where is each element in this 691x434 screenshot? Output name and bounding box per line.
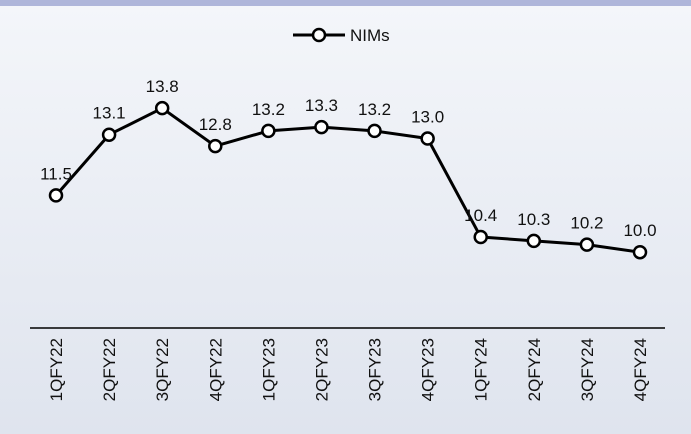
x-tick-label: 4QFY22 (206, 338, 225, 401)
point (101, 127, 117, 142)
data-label: 10.4 (464, 206, 497, 225)
point (314, 119, 329, 135)
series-line (54, 106, 641, 254)
cut-title-strip (0, 0, 691, 6)
data-label: 13.1 (93, 104, 126, 123)
point (48, 188, 64, 203)
legend-label: NIMs (350, 26, 390, 45)
x-tick-label: 3QFY22 (153, 338, 172, 401)
data-label: 13.8 (146, 77, 179, 96)
x-tick-label: 4QFY23 (419, 338, 438, 401)
point (526, 233, 542, 249)
data-label: 10.2 (570, 214, 603, 233)
legend-marker (311, 27, 327, 43)
data-label: 10.3 (517, 210, 550, 229)
point (154, 100, 170, 116)
point (367, 123, 382, 139)
x-tick-label: 4QFY24 (631, 338, 650, 401)
x-tick-label: 3QFY23 (366, 338, 385, 401)
x-tick-label: 2QFY22 (100, 338, 119, 401)
legend: NIMs (293, 26, 390, 45)
x-tick-label: 1QFY24 (472, 338, 491, 401)
data-label: 12.8 (199, 115, 232, 134)
point (208, 138, 223, 154)
data-label: 10.0 (623, 221, 656, 240)
data-label: 13.2 (358, 100, 391, 119)
data-label: 13.3 (305, 96, 338, 115)
x-tick-label: 2QFY24 (525, 338, 544, 401)
data-label: 11.5 (40, 164, 72, 183)
point (473, 229, 488, 245)
x-tick-label: 3QFY24 (578, 338, 597, 401)
point (632, 244, 648, 260)
x-tick-label: 2QFY23 (312, 338, 331, 401)
data-label: 13.2 (252, 100, 285, 119)
point (420, 131, 435, 146)
x-tick-label: 1QFY23 (259, 338, 278, 401)
point (579, 237, 595, 252)
data-label: 13.0 (411, 108, 444, 127)
x-tick-label: 1QFY22 (47, 338, 66, 401)
point (261, 123, 276, 139)
